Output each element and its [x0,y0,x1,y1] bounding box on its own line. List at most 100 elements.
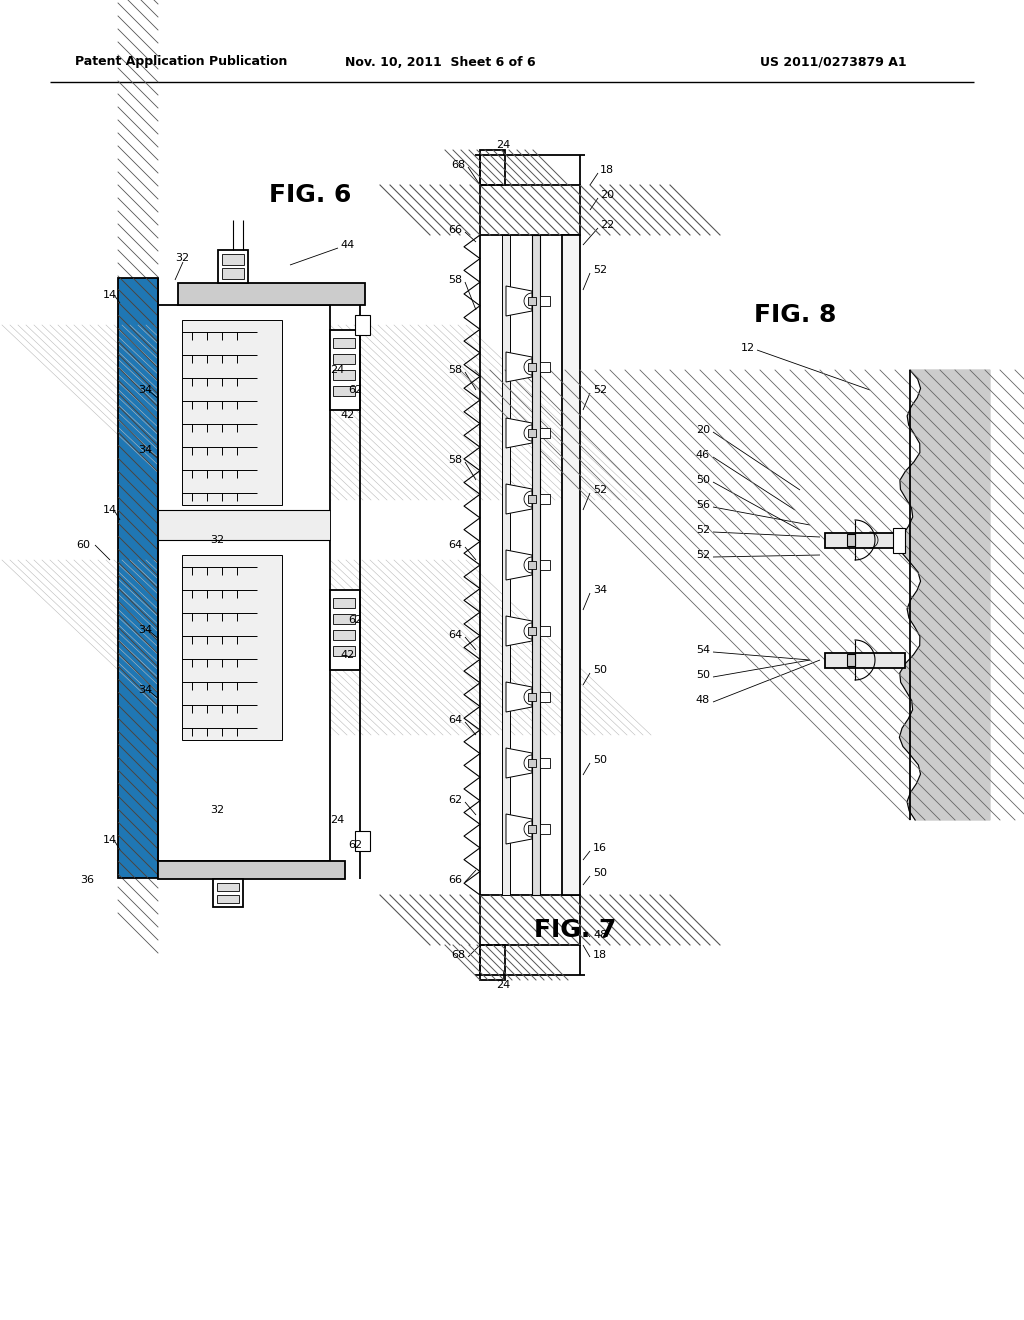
Polygon shape [506,748,532,777]
Bar [222,268,244,279]
Bar [847,535,855,546]
Bar [213,879,243,907]
Bar [825,653,905,668]
Bar [893,528,905,553]
Bar [355,832,370,851]
Bar [217,883,239,891]
Text: 62: 62 [447,795,462,805]
Bar [182,554,282,741]
Text: 52: 52 [696,550,710,560]
Text: 66: 66 [449,875,462,884]
Text: 68: 68 [451,950,465,960]
Bar [333,354,355,364]
Text: 32: 32 [175,253,189,263]
Bar [528,759,536,767]
Polygon shape [506,352,532,381]
Text: 24: 24 [330,814,344,825]
Bar [528,825,536,833]
Text: 66: 66 [449,224,462,235]
Text: 14: 14 [103,836,117,845]
Bar [532,235,540,895]
Text: 48: 48 [593,931,607,940]
Bar [502,235,510,895]
Bar [333,614,355,624]
Text: 62: 62 [348,385,362,395]
Bar [333,598,355,609]
Bar [528,297,536,305]
Bar [480,150,505,185]
Bar [528,561,536,569]
Polygon shape [506,682,532,711]
Bar [480,185,580,235]
Text: 14: 14 [103,290,117,300]
Bar [528,495,536,503]
Polygon shape [899,370,990,820]
Bar [480,185,580,235]
Text: 34: 34 [138,385,153,395]
Text: 14: 14 [103,506,117,515]
Bar [540,428,550,438]
Polygon shape [506,814,532,843]
Bar [540,758,550,768]
Bar [158,305,330,861]
Text: 50: 50 [696,671,710,680]
Bar [333,385,355,396]
Text: 64: 64 [447,715,462,725]
Text: 52: 52 [593,265,607,275]
Text: 16: 16 [593,843,607,853]
Bar [330,590,360,671]
Text: FIG. 8: FIG. 8 [754,304,837,327]
Text: 58: 58 [447,366,462,375]
Bar [528,363,536,371]
Bar [118,279,158,878]
Text: 32: 32 [210,535,224,545]
Text: 22: 22 [600,220,614,230]
Bar [540,362,550,372]
Bar [182,319,282,506]
Polygon shape [506,550,532,579]
Bar [333,645,355,656]
Text: 50: 50 [696,475,710,484]
Bar [217,895,239,903]
Bar [825,533,905,548]
Bar [333,370,355,380]
Bar [222,253,244,265]
Text: 56: 56 [696,500,710,510]
Text: 34: 34 [138,624,153,635]
Bar [540,824,550,834]
Text: 46: 46 [696,450,710,459]
Bar [158,861,345,879]
Bar [540,494,550,504]
Text: 52: 52 [593,385,607,395]
Text: Nov. 10, 2011  Sheet 6 of 6: Nov. 10, 2011 Sheet 6 of 6 [345,55,536,69]
Bar [118,279,158,878]
Text: 24: 24 [330,366,344,375]
Text: 58: 58 [447,455,462,465]
Bar [480,895,580,945]
Text: US 2011/0273879 A1: US 2011/0273879 A1 [760,55,906,69]
Bar [178,282,365,305]
Text: 18: 18 [600,165,614,176]
Bar [158,510,330,540]
Polygon shape [506,418,532,447]
Text: 52: 52 [593,484,607,495]
Text: 24: 24 [496,140,510,150]
Text: 48: 48 [695,696,710,705]
Text: 50: 50 [593,869,607,878]
Text: 34: 34 [593,585,607,595]
Text: 68: 68 [451,160,465,170]
Text: 58: 58 [447,275,462,285]
Text: 54: 54 [696,645,710,655]
Text: 50: 50 [593,665,607,675]
Polygon shape [506,616,532,645]
Bar [355,315,370,335]
Text: 62: 62 [348,840,362,850]
Text: 52: 52 [696,525,710,535]
Bar [333,338,355,348]
Text: Patent Application Publication: Patent Application Publication [75,55,288,69]
Text: 24: 24 [496,979,510,990]
Text: 20: 20 [696,425,710,436]
Bar [528,627,536,635]
Text: 50: 50 [593,755,607,766]
Text: 64: 64 [447,540,462,550]
